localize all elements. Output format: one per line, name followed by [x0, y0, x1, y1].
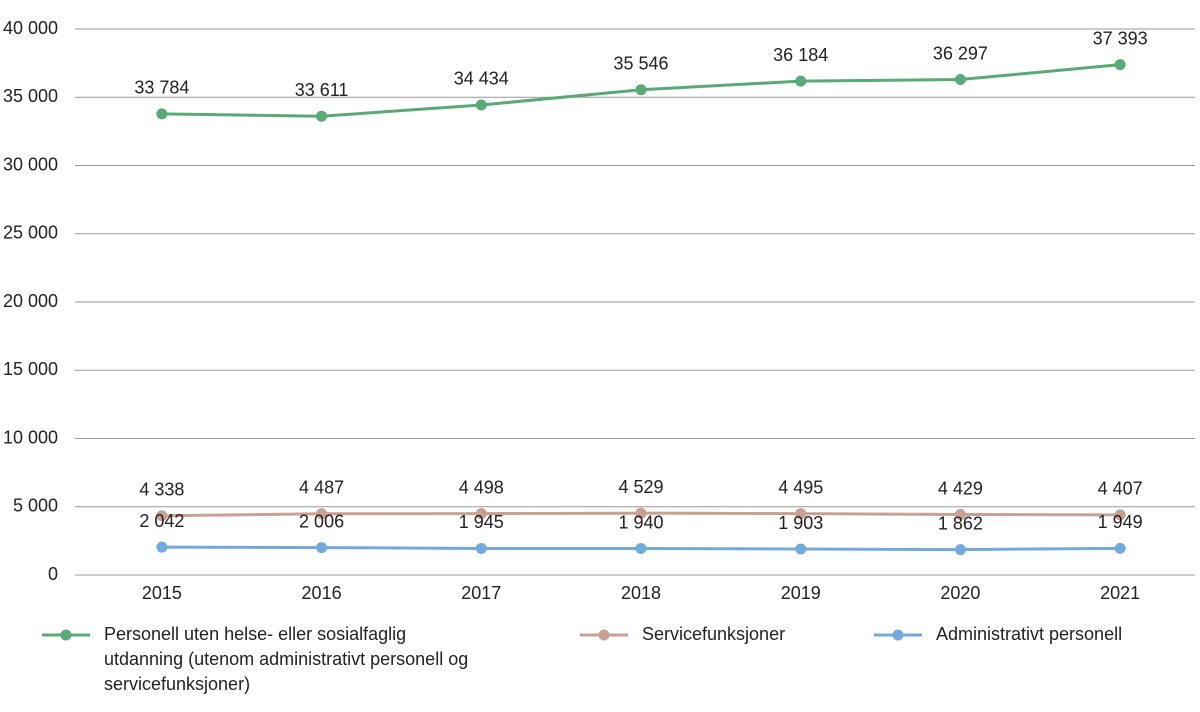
legend-label: Administrativt personell [936, 624, 1123, 644]
data-point [156, 541, 168, 553]
x-tick-label: 2017 [461, 583, 501, 603]
data-point [475, 542, 487, 554]
legend-item: Servicefunksjoner [578, 622, 838, 647]
data-label: 1 945 [459, 512, 504, 532]
data-point [795, 508, 807, 520]
x-tick-label: 2015 [142, 583, 182, 603]
data-label: 33 611 [295, 80, 349, 100]
data-label: 4 529 [618, 477, 663, 497]
y-tick-label: 15 000 [3, 359, 58, 379]
data-label: 4 498 [459, 477, 504, 497]
data-point [156, 108, 168, 120]
data-label: 4 495 [778, 477, 823, 497]
x-tick-label: 2018 [621, 583, 661, 603]
chart: 0 5 000 10 000 15 000 20 000 25 000 30 000 35 0… [3, 18, 1195, 603]
data-label: 33 784 [134, 78, 189, 98]
data-label: 35 546 [613, 54, 668, 74]
x-tick-label: 2020 [940, 583, 980, 603]
data-label: 34 434 [454, 69, 509, 89]
data-label: 1 862 [938, 513, 983, 533]
data-label: 1 903 [778, 513, 823, 533]
data-point [954, 544, 966, 556]
data-point [954, 509, 966, 521]
y-tick-label: 40 000 [3, 18, 58, 38]
data-point [475, 508, 487, 520]
data-label: 2 006 [299, 511, 344, 531]
y-tick-label: 30 000 [3, 154, 58, 174]
data-label: 4 487 [299, 478, 344, 498]
legend-dot [60, 629, 72, 641]
data-label: 1 940 [618, 512, 663, 532]
data-label: 4 429 [938, 478, 983, 498]
y-tick-label: 0 [48, 564, 58, 584]
data-point [316, 508, 328, 520]
y-tick-label: 25 000 [3, 223, 58, 243]
data-point [954, 74, 966, 86]
data-label: 36 297 [933, 43, 988, 63]
data-point [635, 543, 647, 555]
x-tick-label: 2016 [302, 583, 342, 603]
x-tick-label: 2021 [1100, 583, 1140, 603]
data-point [1114, 59, 1126, 71]
legend-dot [892, 629, 904, 641]
data-label: 36 184 [773, 45, 828, 65]
y-tick-label: 5 000 [13, 496, 58, 516]
data-point [475, 99, 487, 111]
legend-dot [598, 629, 610, 641]
y-tick-label: 35 000 [3, 86, 58, 106]
y-tick-label: 20 000 [3, 291, 58, 311]
legend-swatch [580, 629, 628, 641]
data-point [635, 84, 647, 96]
x-tick-label: 2019 [781, 583, 821, 603]
legend-label: Servicefunksjoner [642, 624, 786, 644]
legend-swatch [874, 629, 922, 641]
data-label: 1 949 [1098, 512, 1143, 532]
y-tick-label: 10 000 [3, 427, 58, 447]
data-point [1114, 509, 1126, 521]
legend-item: Personell uten helse- eller sosialfaglig… [40, 622, 490, 697]
legend-swatch [42, 629, 90, 641]
data-point [795, 543, 807, 555]
data-label: 37 393 [1093, 28, 1148, 48]
data-point [316, 542, 328, 554]
data-point [316, 110, 328, 122]
data-point [795, 75, 807, 87]
data-point [635, 507, 647, 519]
data-point [156, 510, 168, 522]
data-label: 2 042 [139, 511, 184, 531]
data-label: 4 407 [1098, 479, 1143, 499]
data-point [1114, 542, 1126, 554]
legend-item: Administrativt personell [872, 622, 1192, 647]
legend-label: Personell uten helse- eller sosialfaglig… [104, 624, 469, 694]
data-label: 4 338 [139, 480, 184, 500]
